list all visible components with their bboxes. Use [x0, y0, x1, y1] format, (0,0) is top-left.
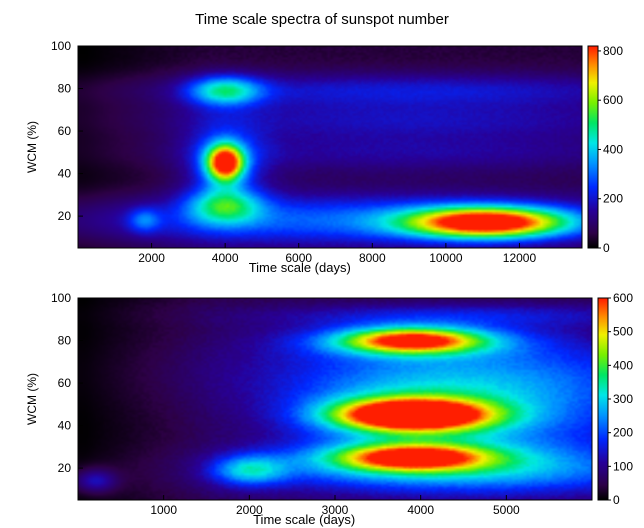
colorbar-tick-label: 0 [603, 241, 610, 255]
x-tick-label: 2000 [138, 251, 165, 265]
colorbar-tick-label: 600 [603, 93, 623, 107]
colorbar-tick-label: 500 [613, 325, 633, 339]
top-colorbar [588, 46, 598, 248]
bottom-heatmap [78, 298, 592, 500]
colorbar-tick-label: 400 [613, 358, 633, 372]
y-tick-label: 40 [58, 419, 72, 433]
colorbar-tick-label: 400 [603, 142, 623, 156]
top-colorbar-ticks: 0 200 400 600 800 [598, 44, 623, 255]
top-spectrum-panel: 2000 4000 6000 8000 10000 12000 20406080100 T… [25, 39, 623, 275]
top-y-axis-label: WCM (%) [25, 121, 39, 173]
y-tick-label: 60 [58, 124, 72, 138]
x-tick-label: 1000 [150, 503, 177, 517]
y-tick-label: 60 [58, 376, 72, 390]
colorbar-tick-label: 800 [603, 44, 623, 58]
x-tick-label: 12000 [503, 251, 537, 265]
y-tick-label: 20 [58, 461, 72, 475]
y-tick-label: 100 [51, 291, 71, 305]
colorbar-tick-label: 0 [613, 493, 620, 507]
figure-title: Time scale spectra of sunspot number [195, 11, 449, 28]
y-tick-label: 100 [51, 39, 71, 53]
colorbar-tick-label: 200 [613, 426, 633, 440]
bottom-spectrum-panel: 1000 2000 3000 4000 5000 20406080100 Time sc… [25, 291, 633, 527]
bottom-y-axis-label: WCM (%) [25, 373, 39, 425]
bottom-colorbar [598, 298, 608, 500]
colorbar-tick-label: 200 [603, 192, 623, 206]
top-heatmap [78, 46, 582, 248]
top-x-axis-label: Time scale (days) [249, 260, 351, 275]
x-tick-label: 8000 [359, 251, 386, 265]
bottom-colorbar-ticks: 0 100 200 300 400 500 600 [608, 291, 633, 507]
x-tick-label: 5000 [493, 503, 520, 517]
x-tick-label: 10000 [429, 251, 463, 265]
colorbar-tick-label: 300 [613, 392, 633, 406]
x-tick-label: 4000 [212, 251, 239, 265]
y-tick-label: 20 [58, 209, 72, 223]
colorbar-tick-label: 600 [613, 291, 633, 305]
colorbar-tick-label: 100 [613, 459, 633, 473]
y-tick-label: 80 [58, 82, 72, 96]
x-tick-label: 4000 [407, 503, 434, 517]
bottom-x-axis-label: Time scale (days) [253, 512, 355, 527]
y-tick-label: 80 [58, 334, 72, 348]
y-tick-label: 40 [58, 167, 72, 181]
